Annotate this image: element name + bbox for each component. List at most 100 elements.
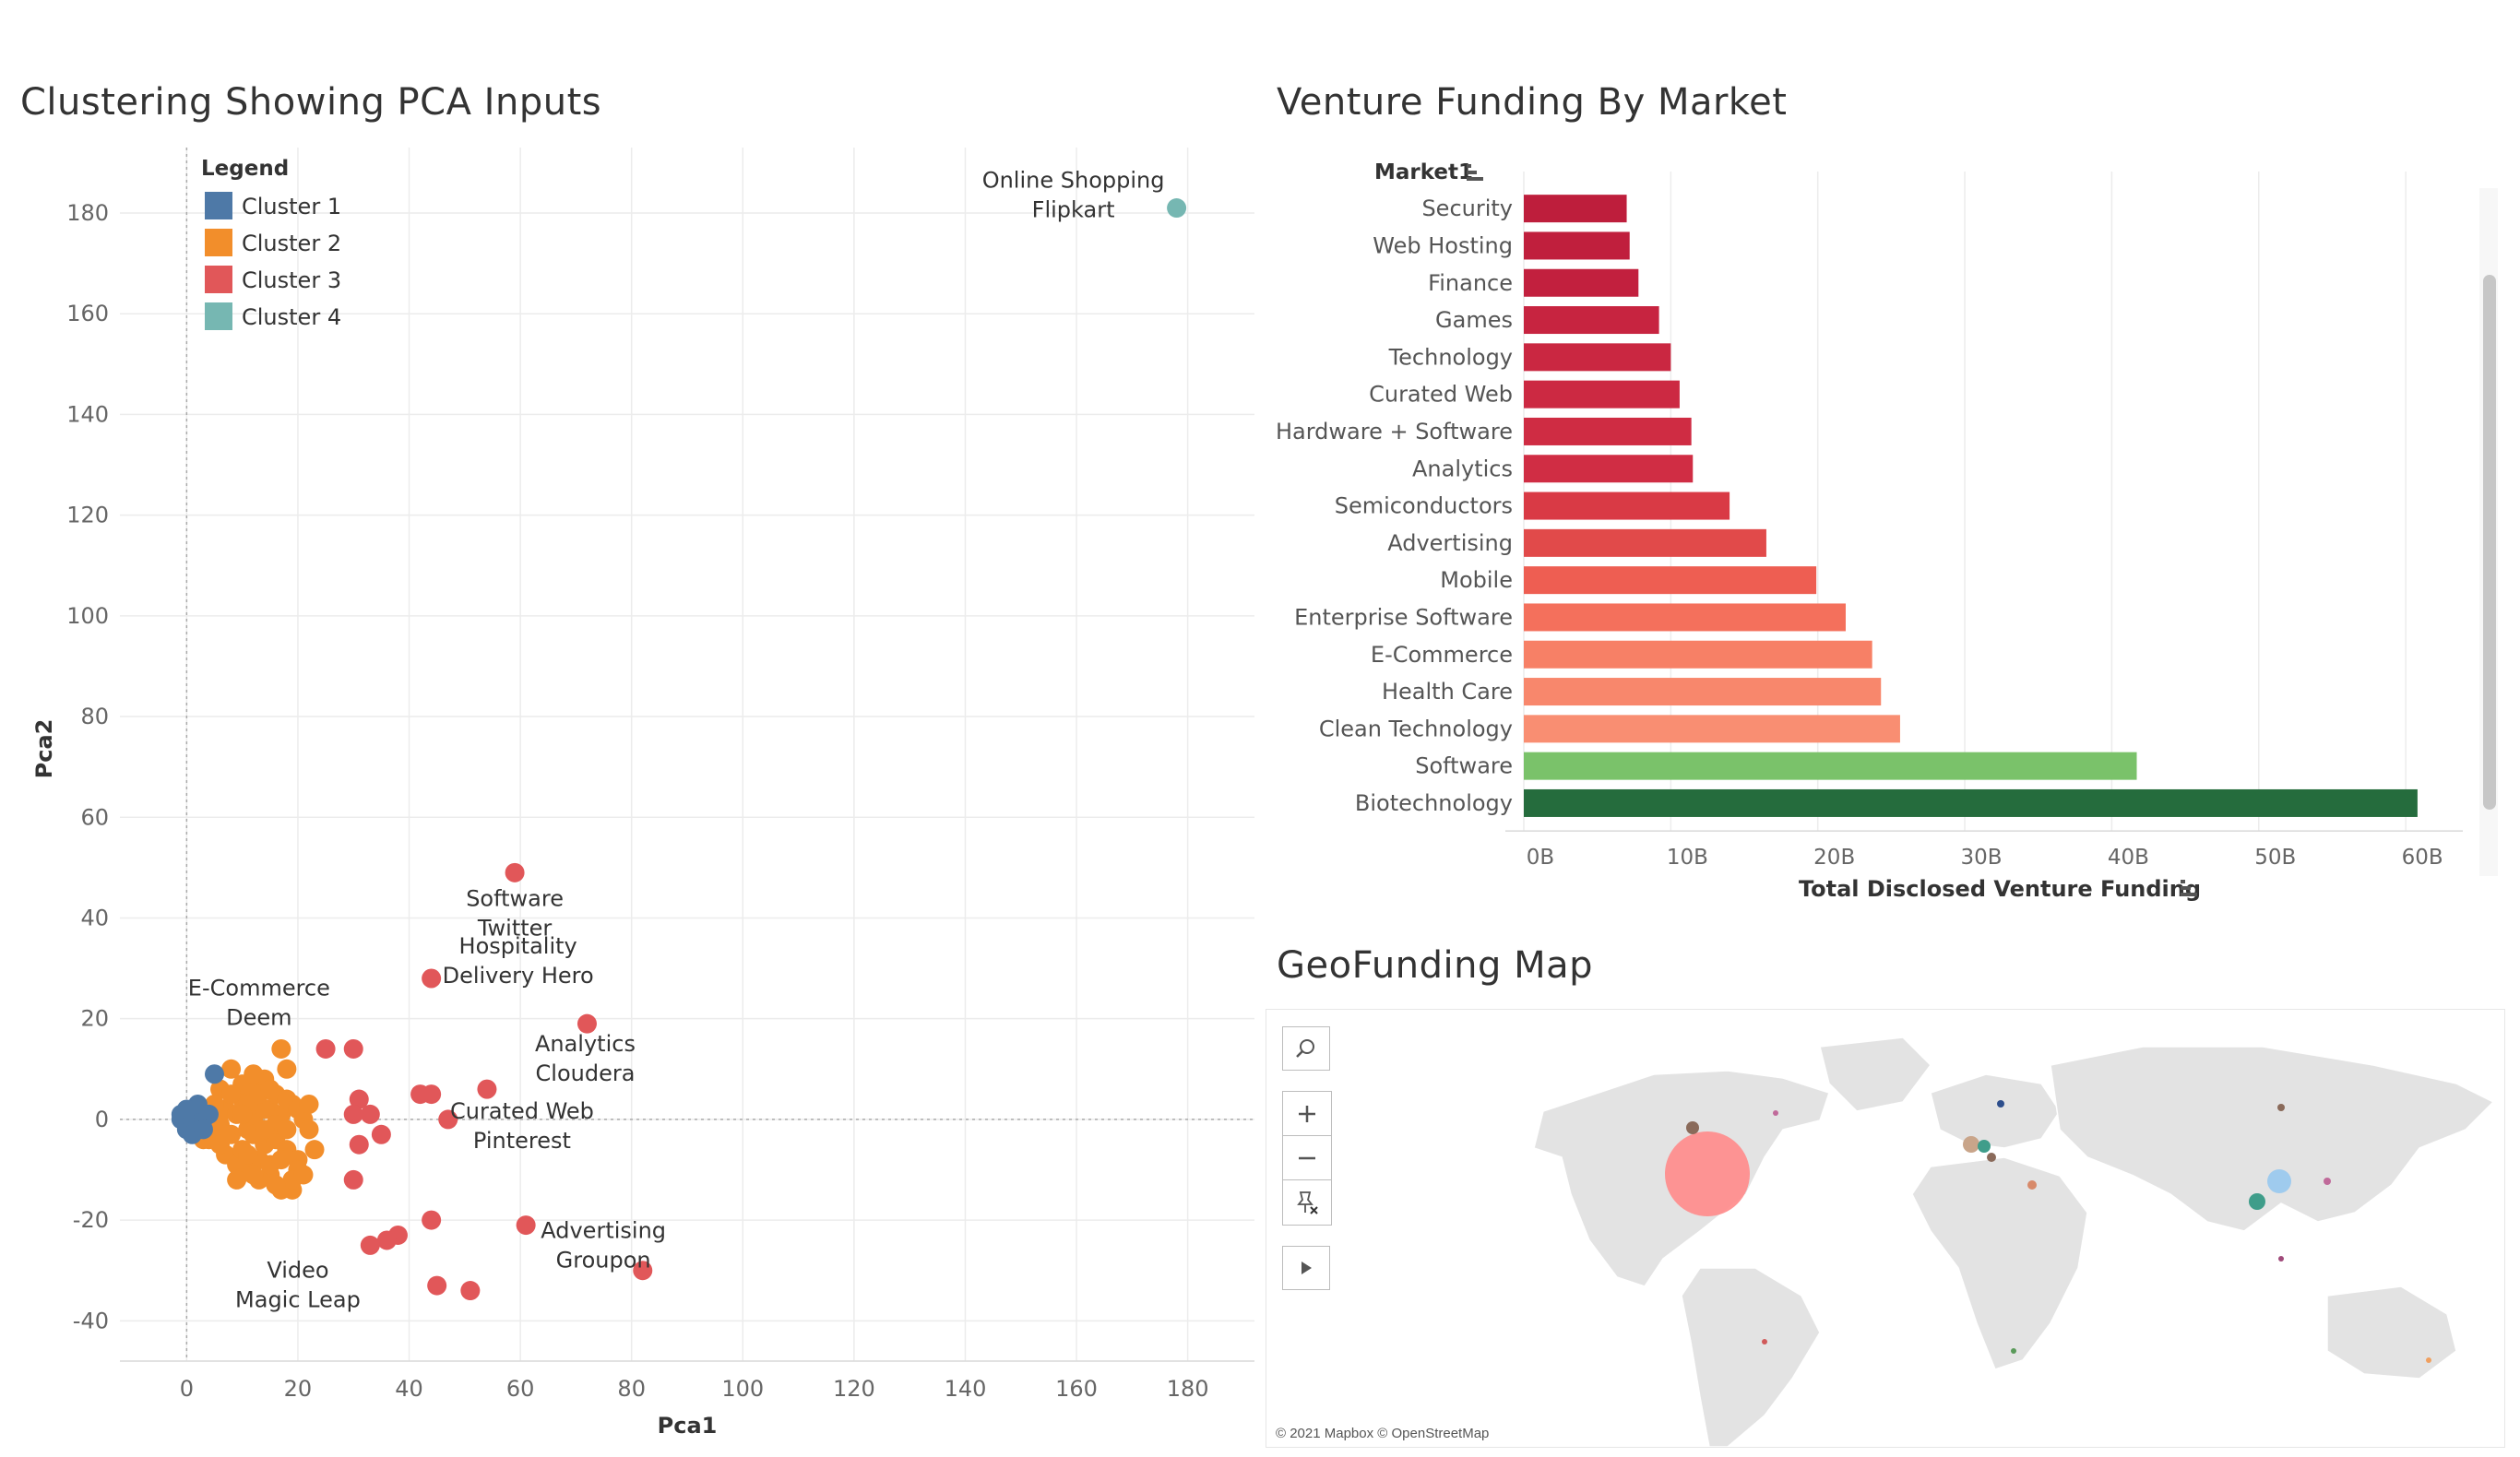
map-marker-australia[interactable] [2426,1357,2431,1363]
bar-biotechnology[interactable] [1524,788,2418,817]
scatter-point-cluster-3[interactable] [343,1169,363,1190]
scatter-legend[interactable]: Legend Cluster 1 Cluster 2 Cluster 3 Cluster… [201,157,341,330]
legend-swatch[interactable] [205,266,232,293]
scatter-point-cluster-3[interactable] [438,1109,458,1130]
bar-finance[interactable] [1524,268,1639,297]
scatter-point-cluster-2[interactable] [244,1165,264,1185]
scatter-point-cluster-3[interactable] [349,1134,369,1155]
scatter-point-cluster-1[interactable] [176,1099,196,1119]
bar-clean-technology[interactable] [1524,715,1900,743]
legend-entry-label[interactable]: Cluster 3 [242,267,341,293]
scatter-point-cluster-3[interactable] [376,1230,397,1250]
scatter-point-cluster-2[interactable] [244,1064,264,1084]
scatter-point-cluster-2[interactable] [210,1134,231,1155]
scatter-point-cluster-3[interactable] [343,1104,363,1124]
sort-icon[interactable] [2181,880,2197,896]
map-marker-sf-bay-area[interactable] [1665,1131,1750,1216]
scatter-point-cluster-2[interactable] [293,1165,314,1185]
map-search-button[interactable] [1282,1026,1330,1071]
map-marker-europe[interactable] [1978,1140,1991,1153]
legend-swatch[interactable] [205,302,232,330]
scatter-point-cluster-3[interactable] [315,1038,336,1059]
scatter-point-cluster-2[interactable] [299,1095,319,1115]
map-marker-uk[interactable] [1963,1136,1979,1153]
scatter-point-cluster-1[interactable] [193,1119,213,1140]
scatter-point-cluster-1[interactable] [205,1064,224,1084]
bar-e-commerce[interactable] [1524,640,1872,669]
scatter-point-cluster-3[interactable] [460,1281,481,1301]
bar-curated-web[interactable] [1524,380,1680,409]
scatter-point-cluster-3[interactable] [422,1084,442,1105]
map-marker-europe-2[interactable] [1987,1153,1996,1162]
scatter-point-cluster-2[interactable] [227,1169,247,1190]
bar-enterprise-software[interactable] [1524,603,1846,632]
map-marker-south-africa[interactable] [2011,1348,2016,1354]
bar-technology[interactable] [1524,343,1671,372]
scatter-point-cluster-2[interactable] [255,1119,275,1140]
legend-swatch[interactable] [205,229,232,256]
scatter-point-cluster-3[interactable] [343,1038,363,1059]
scatter-point-cluster-3[interactable] [360,1235,380,1255]
scatter-point-cluster-3[interactable] [422,968,442,989]
scatter-point-cluster-2[interactable] [238,1144,258,1165]
scatter-point-cluster-2[interactable] [277,1059,297,1079]
map-zoom-out-button[interactable] [1283,1136,1331,1180]
scatter-point-cluster-3[interactable] [427,1275,447,1296]
scatter-point-cluster-3[interactable] [349,1089,369,1109]
bar-bars[interactable] [1524,195,2418,817]
bar-games[interactable] [1524,306,1659,335]
map-marker-china[interactable] [2267,1169,2291,1193]
scatter-point-cluster-3[interactable] [360,1104,380,1124]
scatter-point-cluster-2[interactable] [221,1084,242,1105]
scatter-point-cluster-2[interactable] [271,1150,291,1170]
scatter-point-cluster-2[interactable] [277,1119,297,1140]
bar-web-hosting[interactable] [1524,231,1630,260]
scatter-point-cluster-3[interactable] [516,1215,536,1236]
bar-hardware-software[interactable] [1524,417,1692,445]
map-marker-singapore[interactable] [2278,1256,2284,1262]
map-play-button[interactable] [1282,1246,1330,1290]
scatter-point-cluster-3[interactable] [371,1124,391,1144]
scatter-point-cluster-2[interactable] [232,1104,253,1124]
bar-analytics[interactable] [1524,455,1694,483]
legend-entry-label[interactable]: Cluster 4 [242,304,341,330]
bar-software[interactable] [1524,752,2137,780]
map-marker-canada[interactable] [1773,1110,1778,1116]
scatter-point-cluster-1[interactable] [198,1104,219,1124]
map-marker-israel[interactable] [2027,1180,2037,1190]
bar-advertising[interactable] [1524,528,1766,557]
pca-scatter-chart[interactable]: 0 20 40 60 80 100 120 140 160 180 -40 -20 0 20 40 60 80 1… [0,0,1266,1457]
map-marker-seattle[interactable] [1686,1121,1699,1134]
map-marker-india[interactable] [2249,1193,2265,1210]
scatter-point-cluster-2[interactable] [255,1099,275,1119]
scatter-point-cluster-2[interactable] [304,1140,325,1160]
scatter-point-cluster-3[interactable] [477,1079,497,1099]
scatter-point-cluster-2[interactable] [299,1119,319,1140]
scatter-point-cluster-3[interactable] [505,862,525,882]
bar-security[interactable] [1524,195,1627,223]
scatter-point-cluster-2[interactable] [260,1079,280,1099]
scatter-point-cluster-4[interactable] [1167,198,1187,219]
legend-entry-label[interactable]: Cluster 1 [242,194,341,219]
map-marker-sweden[interactable] [1997,1100,2004,1108]
bar-mobile[interactable] [1524,566,1817,595]
geofunding-map[interactable]: © 2021 Mapbox © OpenStreetMap [1266,1009,2505,1448]
map-marker-japan[interactable] [2324,1178,2331,1185]
bar-semiconductors[interactable] [1524,492,1730,520]
map-marker-russia[interactable] [2277,1104,2285,1111]
scatter-point-cluster-2[interactable] [271,1038,291,1059]
scatter-point-cluster-3[interactable] [422,1210,442,1230]
scatter-point-cluster-2[interactable] [221,1059,242,1079]
venture-funding-bar-chart[interactable]: Security Web Hosting Finance Games Technolog… [1266,129,2520,922]
scatter-points[interactable] [171,198,1187,1301]
sort-icon[interactable] [1467,164,1483,181]
map-zoom-in-button[interactable] [1283,1092,1331,1136]
legend-swatch[interactable] [205,192,232,219]
bar-health-care[interactable] [1524,678,1882,706]
scatter-point-cluster-3[interactable] [577,1013,597,1034]
scatter-point-cluster-2[interactable] [266,1175,286,1195]
world-map[interactable] [1266,1010,2504,1447]
scatter-point-cluster-3[interactable] [633,1261,653,1281]
bar-scrollbar-thumb[interactable] [2483,275,2496,810]
map-pin-button[interactable] [1283,1180,1331,1225]
